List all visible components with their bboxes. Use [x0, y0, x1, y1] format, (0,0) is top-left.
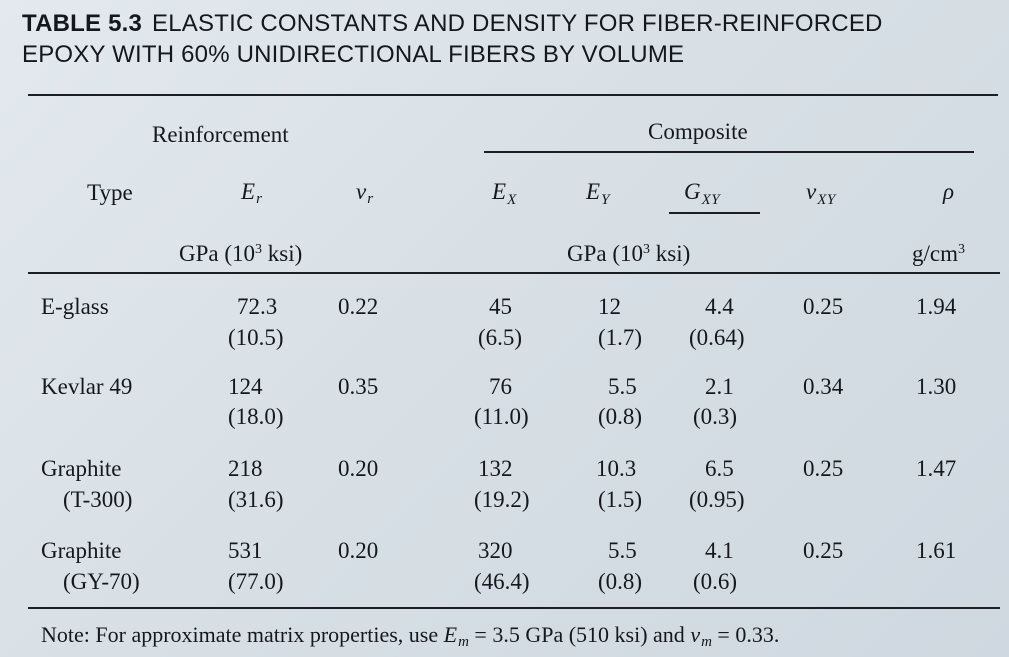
ey-ksi-value: (1.5)	[598, 487, 643, 512]
table-number: TABLE 5.3	[22, 10, 143, 37]
ey-ksi-value: (0.8)	[598, 404, 643, 429]
group-reinforcement: Reinforcement	[152, 122, 289, 147]
er-ksi-value: (31.6)	[228, 487, 284, 512]
table-title-line-1: TABLE 5.3 ELASTIC CONSTANTS AND DENSITY F…	[22, 8, 982, 39]
er-value: 531	[228, 538, 263, 563]
type-label: Graphite	[41, 538, 122, 563]
gxy-ksi-value: (0.64)	[689, 325, 745, 350]
ex-value: 320	[478, 538, 513, 563]
gxy-ksi-value: (0.3)	[693, 404, 738, 429]
type-label: E-glass	[41, 294, 109, 319]
table-title: TABLE 5.3 ELASTIC CONSTANTS AND DENSITY F…	[22, 8, 982, 70]
er-value: 218	[228, 456, 263, 481]
ex-value: 45	[489, 294, 512, 319]
units-density: g/cm3	[912, 241, 965, 266]
er-ksi-value: (18.0)	[228, 404, 284, 429]
ey-value: 12	[598, 294, 621, 319]
nur-value: 0.20	[338, 456, 379, 481]
group-composite: Composite	[648, 119, 748, 144]
nur-value: 0.20	[338, 538, 379, 563]
ex-ksi-value: (46.4)	[474, 569, 530, 594]
column-ex: EX	[492, 179, 517, 208]
bottom-rule	[28, 607, 1000, 609]
rho-value: 1.94	[916, 294, 957, 319]
ex-value: 76	[489, 374, 512, 399]
ex-ksi-value: (6.5)	[478, 325, 523, 350]
table-note: Note: For approximate matrix properties,…	[41, 622, 780, 650]
composite-group-rule	[484, 151, 974, 153]
rho-value: 1.30	[916, 374, 957, 399]
column-rho: ρ	[943, 179, 955, 204]
ey-value: 10.3	[596, 456, 637, 481]
type-label: Graphite	[41, 456, 122, 481]
ex-value: 132	[478, 456, 513, 481]
nuxy-value: 0.25	[803, 538, 844, 563]
nur-value: 0.35	[338, 374, 379, 399]
ey-value: 5.5	[608, 538, 637, 563]
ey-ksi-value: (1.7)	[598, 325, 643, 350]
nuxy-value: 0.34	[803, 374, 844, 399]
top-rule	[28, 94, 998, 96]
gxy-ksi-value: (0.95)	[689, 487, 745, 512]
column-gxy: GXY	[684, 179, 721, 208]
table-caption-line-1: ELASTIC CONSTANTS AND DENSITY FOR FIBER-…	[152, 10, 883, 37]
rho-value: 1.47	[916, 456, 957, 481]
header-rule	[28, 272, 1000, 274]
ey-value: 5.5	[608, 374, 637, 399]
gxy-value: 4.1	[705, 538, 734, 563]
er-ksi-value: (10.5)	[228, 325, 284, 350]
type-label: Kevlar 49	[41, 374, 133, 399]
er-value: 124	[228, 374, 263, 399]
column-nuxy: νXY	[806, 179, 836, 208]
type-sublabel: (T-300)	[63, 487, 133, 512]
er-ksi-value: (77.0)	[228, 569, 284, 594]
er-value: 72.3	[237, 294, 278, 319]
rho-value: 1.61	[916, 538, 957, 563]
nuxy-value: 0.25	[803, 456, 844, 481]
units-composite: GPa (103 ksi)	[567, 241, 691, 266]
column-type: Type	[87, 180, 133, 205]
gxy-value: 4.4	[705, 294, 734, 319]
ex-ksi-value: (11.0)	[474, 404, 529, 429]
shear-overbar-rule	[669, 212, 760, 214]
gxy-value: 6.5	[705, 456, 734, 481]
ex-ksi-value: (19.2)	[474, 487, 530, 512]
type-sublabel: (GY-70)	[63, 569, 140, 594]
column-ey: EY	[586, 179, 610, 208]
nur-value: 0.22	[338, 294, 379, 319]
column-er: Er	[241, 179, 262, 207]
ey-ksi-value: (0.8)	[598, 569, 643, 594]
column-nur: νr	[356, 179, 374, 207]
gxy-ksi-value: (0.6)	[693, 569, 738, 594]
units-reinforcement: GPa (103 ksi)	[179, 241, 303, 266]
table-caption-line-2: EPOXY WITH 60% UNIDIRECTIONAL FIBERS BY …	[22, 41, 685, 68]
gxy-value: 2.1	[705, 374, 734, 399]
nuxy-value: 0.25	[803, 294, 844, 319]
